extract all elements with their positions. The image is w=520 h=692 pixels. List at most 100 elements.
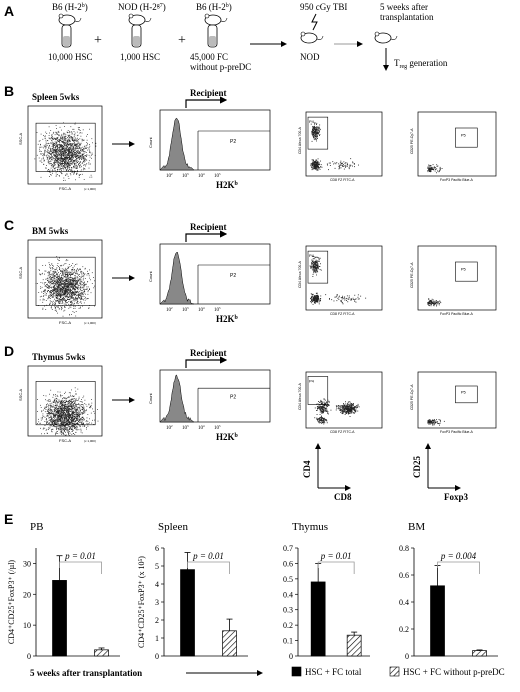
bar-total bbox=[311, 582, 325, 656]
axis-label-foxp3-small: FoxP3 Pacific Blue-A bbox=[440, 430, 474, 434]
tick-label: 102 bbox=[166, 172, 173, 179]
bar-total bbox=[181, 570, 195, 656]
recipient-arrow bbox=[186, 100, 226, 108]
recipient-label: Recipient bbox=[190, 348, 227, 358]
donor2-cells: 1,000 HSC bbox=[120, 52, 160, 62]
gate-label-p2: P2 bbox=[230, 273, 236, 279]
tick-label: 102 bbox=[166, 306, 173, 313]
timepoint-line2: transplantation bbox=[380, 12, 434, 22]
treg-generation: Treg generation bbox=[394, 58, 448, 70]
legend-swatch-without bbox=[390, 667, 399, 676]
mouse-icon bbox=[205, 14, 227, 25]
y-tick-label: 0.4 bbox=[399, 598, 409, 607]
p-value: p = 0.01 bbox=[320, 551, 352, 561]
y-tick-label: 0.5 bbox=[283, 575, 293, 584]
chart-title: PB bbox=[30, 521, 43, 533]
significance-bracket bbox=[60, 562, 102, 574]
legend-swatch-total bbox=[292, 667, 301, 676]
y-tick-label: 0.8 bbox=[399, 544, 409, 553]
axis-label-cd8-small: CD8 FZ FITC-A bbox=[330, 430, 355, 434]
axis-label-cd4-small: CD4 Alexa 700-A bbox=[298, 260, 302, 288]
gate-label-p4: P4 bbox=[309, 253, 315, 258]
mouse-icon bbox=[129, 14, 151, 25]
axis-label-ssc: SSC-A bbox=[18, 388, 23, 401]
axis-scale-note: (x 1,000) bbox=[84, 321, 96, 325]
y-axis-label: CD4⁺CD25⁺FoxP3⁺ (/µl) bbox=[7, 560, 16, 645]
tick-label: 105 bbox=[214, 306, 221, 313]
donor1-strain: B6 (H-2b) bbox=[52, 2, 88, 12]
lightning-icon bbox=[312, 14, 317, 30]
axis-label-foxp3-small: FoxP3 Pacific Blue-A bbox=[440, 312, 474, 316]
y-tick-label: 0 bbox=[155, 652, 159, 661]
axis-label-foxp3: Foxp3 bbox=[444, 492, 469, 502]
axis-label-fsc: FSC-A bbox=[59, 438, 71, 443]
axis-label-cd4: CD4 bbox=[302, 460, 312, 478]
tick-label: 103 bbox=[182, 424, 189, 431]
gate-label-p4: P4 bbox=[309, 119, 315, 124]
bar-without-p-predc bbox=[95, 650, 109, 656]
panel-letter-a: A bbox=[4, 3, 14, 19]
gate-label-p5: P5 bbox=[461, 132, 467, 137]
gate-label-p5: P5 bbox=[461, 389, 467, 394]
axis-label-h2k: H2Kb bbox=[216, 432, 239, 442]
recipient-label: Recipient bbox=[190, 88, 227, 98]
mouse-icon bbox=[59, 14, 81, 25]
tick-label: 104 bbox=[198, 306, 205, 313]
axis-label-cd4-small: CD4 Alexa 700-A bbox=[298, 126, 302, 154]
tbi-label: 950 cGy TBI bbox=[300, 2, 347, 12]
y-tick-label: 0.2 bbox=[399, 625, 409, 634]
y-tick-label: 0.6 bbox=[283, 559, 293, 568]
tick-label: 105 bbox=[214, 172, 221, 179]
p-value: p = 0.01 bbox=[192, 551, 224, 561]
recipient-label: Recipient bbox=[190, 222, 227, 232]
mouse-icon bbox=[301, 32, 323, 43]
legend-label-total: HSC + FC total bbox=[305, 667, 362, 677]
axis-label-cd25-small: CD25 PE-Cy7-A bbox=[410, 262, 414, 288]
donor3-strain: B6 (H-2b) bbox=[196, 2, 232, 12]
y-tick-label: 0.4 bbox=[283, 590, 293, 599]
bar-without-p-predc bbox=[347, 635, 361, 656]
axis-label-fsc: FSC-A bbox=[59, 186, 71, 191]
panel-letter-e: E bbox=[4, 511, 13, 527]
tick-label: 103 bbox=[182, 172, 189, 179]
axis-label-ssc: SSC-A bbox=[18, 132, 23, 145]
axis-label-cd25-small: CD25 PE-Cy7-A bbox=[410, 128, 414, 154]
axis-label-cd25-small: CD25 PE-Cy7-A bbox=[410, 384, 414, 410]
tick-label: 104 bbox=[198, 172, 205, 179]
p-value: p = 0.01 bbox=[64, 551, 96, 561]
axis-label-cd8: CD8 bbox=[334, 492, 352, 502]
axis-label-cd8-small: CD8 FZ FITC-A bbox=[330, 178, 355, 182]
panel-a: A B6 (H-2b) 10,000 HSC + NOD (H-2g7) 1,0… bbox=[4, 2, 448, 72]
axis-label-count: Count bbox=[148, 270, 153, 282]
significance-bracket bbox=[318, 562, 354, 574]
recipient-arrow bbox=[186, 360, 226, 368]
y-tick-label: 0.7 bbox=[283, 544, 293, 553]
axis-scale-note: (x 1,000) bbox=[84, 439, 96, 443]
tick-label: 102 bbox=[166, 424, 173, 431]
bar-without-p-predc bbox=[223, 631, 237, 656]
y-tick-label: 4 bbox=[155, 580, 159, 589]
mouse-icon bbox=[375, 32, 397, 43]
donor1-cells: 10,000 HSC bbox=[48, 52, 93, 62]
chart-title: Spleen bbox=[158, 521, 188, 533]
y-tick-label: 0 bbox=[289, 652, 293, 661]
legend-label-without: HSC + FC without p-preDC bbox=[403, 667, 505, 677]
axis-label-h2k: H2Kb bbox=[216, 314, 239, 324]
flow-row-title: Spleen 5wks bbox=[32, 92, 80, 102]
gate-label-p4: P4 bbox=[309, 378, 315, 383]
plus-sign: + bbox=[94, 33, 102, 48]
y-tick-label: 0.3 bbox=[283, 606, 293, 615]
tick-label: 105 bbox=[214, 424, 221, 431]
y-tick-label: 10 bbox=[23, 621, 31, 630]
y-tick-label: 0 bbox=[405, 652, 409, 661]
recipient-arrow bbox=[186, 234, 226, 242]
test-tube-icon bbox=[208, 25, 217, 47]
